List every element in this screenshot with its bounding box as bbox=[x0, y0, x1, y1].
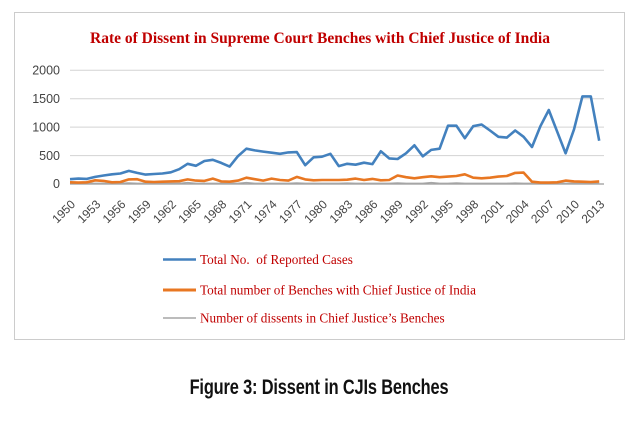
svg-text:1968: 1968 bbox=[201, 197, 230, 226]
svg-text:2010: 2010 bbox=[553, 197, 582, 226]
svg-text:1953: 1953 bbox=[75, 197, 104, 226]
svg-text:1989: 1989 bbox=[377, 197, 406, 226]
svg-text:2007: 2007 bbox=[528, 197, 557, 226]
svg-text:2001: 2001 bbox=[478, 197, 507, 226]
svg-text:1956: 1956 bbox=[100, 197, 129, 226]
svg-text:1962: 1962 bbox=[150, 197, 179, 226]
svg-text:1971: 1971 bbox=[226, 197, 255, 226]
svg-text:2000: 2000 bbox=[32, 63, 60, 77]
svg-text:1965: 1965 bbox=[175, 197, 204, 226]
svg-text:1992: 1992 bbox=[402, 197, 431, 226]
svg-text:Total number of Benches with C: Total number of Benches with Chief Justi… bbox=[200, 283, 476, 298]
svg-text:1977: 1977 bbox=[276, 197, 305, 226]
svg-text:2013: 2013 bbox=[579, 197, 608, 226]
svg-text:1000: 1000 bbox=[32, 120, 60, 134]
svg-text:1980: 1980 bbox=[301, 197, 330, 226]
svg-text:1986: 1986 bbox=[352, 197, 381, 226]
svg-text:Number of dissents in Chief Ju: Number of dissents in Chief Justice’s Be… bbox=[200, 311, 445, 326]
svg-text:2004: 2004 bbox=[503, 197, 532, 226]
svg-text:1995: 1995 bbox=[427, 197, 456, 226]
svg-text:1974: 1974 bbox=[251, 197, 280, 226]
svg-text:1983: 1983 bbox=[327, 197, 356, 226]
svg-text:1950: 1950 bbox=[49, 197, 78, 226]
svg-text:0: 0 bbox=[53, 177, 60, 191]
svg-text:500: 500 bbox=[39, 149, 60, 163]
svg-text:1500: 1500 bbox=[32, 92, 60, 106]
svg-text:1998: 1998 bbox=[453, 197, 482, 226]
svg-text:1959: 1959 bbox=[125, 197, 154, 226]
svg-text:Rate of Dissent in Supreme Cou: Rate of Dissent in Supreme Court Benches… bbox=[90, 30, 550, 47]
svg-text:Total No. of Reported Cases: Total No. of Reported Cases bbox=[200, 252, 353, 267]
